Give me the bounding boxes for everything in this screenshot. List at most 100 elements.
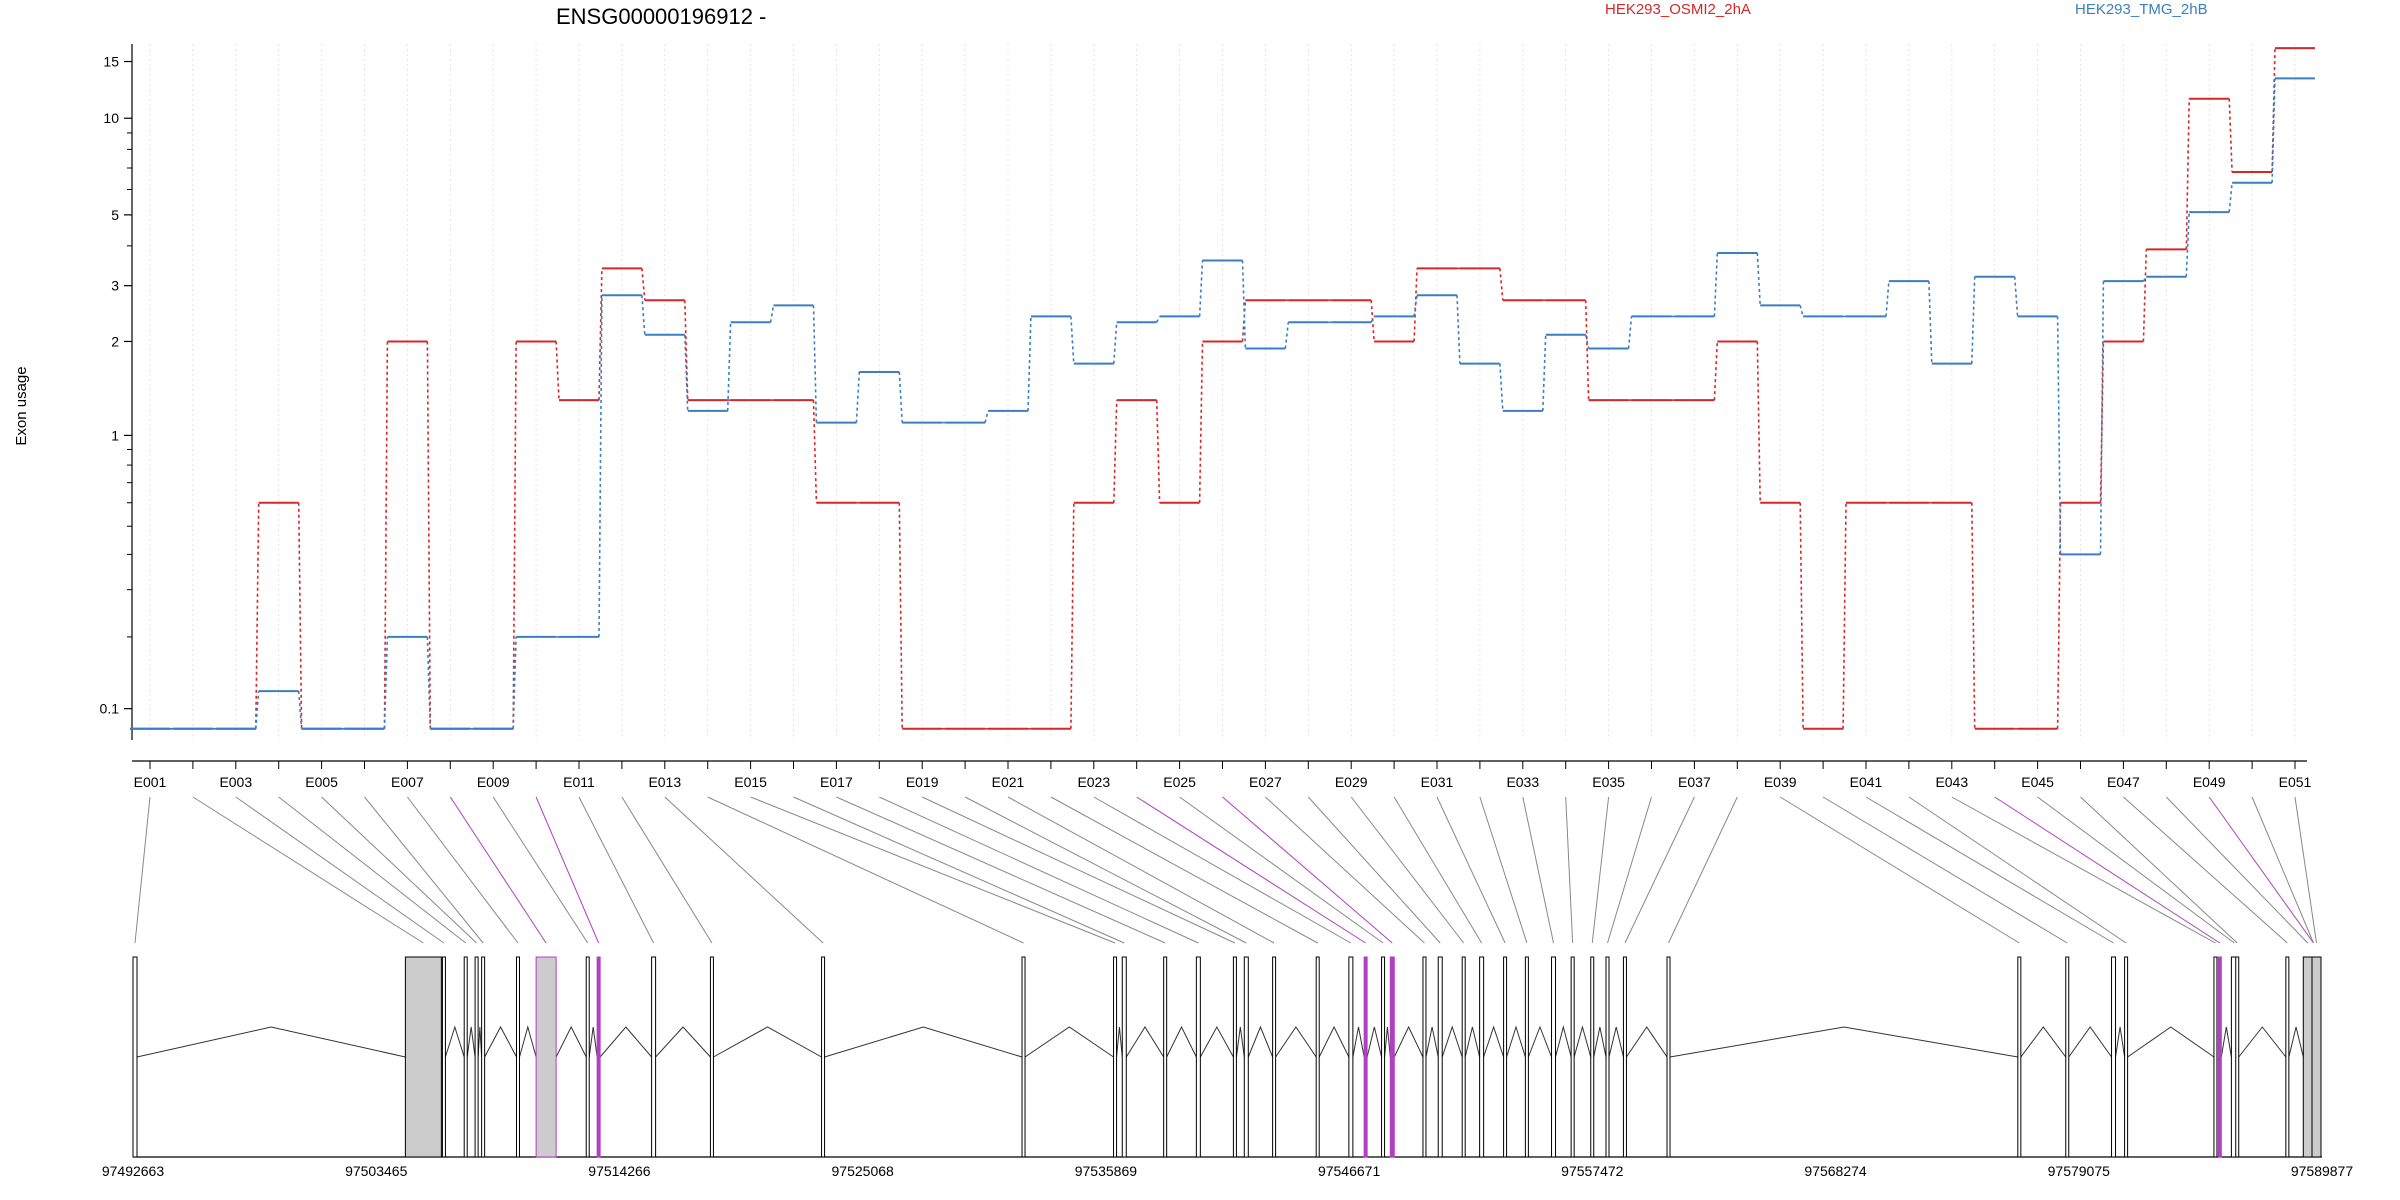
intron-line (2115, 1026, 2126, 1058)
x-tick-label: E023 (1077, 774, 1110, 790)
exon-box (1195, 956, 1201, 1158)
exon-connector (2294, 796, 2317, 944)
exon-box (132, 956, 138, 1158)
intron-line (588, 1026, 598, 1058)
series-connector (769, 305, 775, 323)
genomic-tick-label: 97492663 (102, 1163, 165, 1179)
x-tick-label: E049 (2193, 774, 2226, 790)
series-connector (255, 502, 260, 729)
intron-line (1275, 1026, 1317, 1058)
exon-connector (2251, 796, 2314, 944)
series-connector (426, 341, 432, 729)
exon-connector (1908, 796, 2127, 944)
intron-line (1555, 1025, 1572, 1058)
y-axis-label: Exon usage (13, 366, 30, 445)
exon-box (2065, 956, 2070, 1158)
exon-connector (1607, 796, 1652, 944)
series-connector (812, 400, 818, 503)
series-connector (1627, 316, 1633, 349)
intron-line (1116, 1026, 1123, 1058)
exon-connector (134, 796, 151, 944)
series-connector (598, 268, 603, 401)
gene-model: 97492663 97503465 97514266 97525068 97535869… (102, 956, 2353, 1179)
intron-line (444, 1025, 465, 1058)
series-connector (1971, 502, 1976, 729)
y-tick-label: 5 (111, 207, 119, 223)
exon-connector (1222, 796, 1393, 944)
exon-box (2017, 956, 2022, 1158)
exon-connector (192, 796, 424, 944)
series-connector (2185, 98, 2190, 250)
y-tick-label: 2 (111, 333, 119, 349)
exon-connector (2208, 796, 2314, 944)
series-connector (898, 371, 903, 423)
intron-line (1199, 1025, 1234, 1058)
exon-box (1666, 956, 1671, 1158)
series-connector (812, 305, 818, 423)
exon-connector (1436, 796, 1506, 944)
exon-connector (407, 796, 519, 944)
series-connector (641, 295, 646, 335)
intron-line (1352, 1026, 1365, 1058)
series-connector (1198, 341, 1204, 503)
exon-box (1570, 956, 1575, 1158)
exon-connector (1951, 796, 2216, 944)
intron-line (1506, 1025, 1526, 1058)
intron-line (2288, 1026, 2304, 1058)
series-connector (1241, 260, 1247, 349)
exon-connector (621, 796, 713, 944)
x-tick-label: E007 (391, 774, 424, 790)
y-tick-label: 10 (103, 110, 119, 126)
exon-connector (1050, 796, 1318, 944)
exon-connector (235, 796, 445, 944)
series-connector (684, 300, 689, 401)
intron-line (1366, 1026, 1383, 1058)
exon-box (1243, 956, 1249, 1158)
exon-connector (2080, 796, 2238, 944)
genomic-tick-label: 97525068 (832, 1163, 895, 1179)
exon-connector (750, 796, 1116, 944)
exon-box (2285, 956, 2290, 1158)
series-connector (2142, 276, 2147, 282)
intron-line (1483, 1025, 1505, 1058)
series-connector (1284, 322, 1290, 349)
series-connector (598, 295, 603, 637)
intron-line (477, 1026, 483, 1058)
intron-line (466, 1026, 476, 1058)
exon-connector (836, 796, 1166, 944)
genomic-tick-label: 97535869 (1075, 1163, 1138, 1179)
exon-box (404, 956, 442, 1158)
exon-box (2235, 956, 2240, 1158)
intron-line (1464, 1026, 1481, 1058)
intron-line (555, 1025, 587, 1058)
intron-line (1166, 1025, 1197, 1058)
series-connector (1155, 400, 1161, 503)
intron-line (1384, 1026, 1391, 1058)
exon-box (1524, 956, 1529, 1158)
series-connector (1799, 502, 1804, 729)
series-connector (1928, 281, 1933, 364)
genomic-tick-label: 97557472 (1561, 1163, 1624, 1179)
exon-connector (1265, 796, 1425, 944)
series-connector (726, 322, 732, 411)
x-tick-label: E039 (1764, 774, 1797, 790)
series-connector (1542, 334, 1547, 411)
series-connector (1971, 276, 1976, 364)
x-tick-label: E045 (2021, 774, 2054, 790)
series-connector (1155, 316, 1161, 323)
intron-line (2068, 1026, 2112, 1058)
exon-connector (793, 796, 1125, 944)
series-connector (1756, 252, 1761, 306)
exon-connector (1865, 796, 2114, 944)
exon-box (441, 956, 446, 1158)
exon-box (1272, 956, 1277, 1158)
x-tick-label: E019 (906, 774, 939, 790)
series-connector (255, 691, 260, 729)
series-lines (130, 47, 2315, 730)
exon-connector (1994, 796, 2221, 944)
intron-line (2127, 1026, 2215, 1058)
exon-box (1232, 956, 1237, 1158)
exon-connector (1668, 796, 1738, 944)
x-tick-label: E029 (1335, 774, 1368, 790)
series-connector (855, 371, 861, 423)
